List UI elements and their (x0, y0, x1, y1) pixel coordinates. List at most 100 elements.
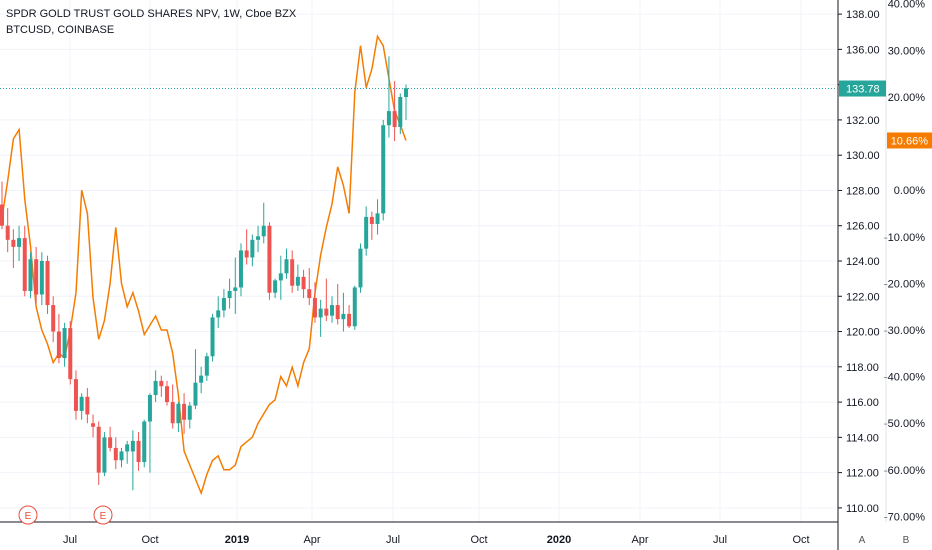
candle (233, 257, 238, 314)
time-tick-label: Jul (386, 534, 400, 546)
earnings-event-marker[interactable]: E (18, 505, 38, 525)
candle (45, 255, 50, 314)
candle (170, 384, 175, 429)
corner-button-b[interactable]: B (903, 535, 910, 546)
percent-tick-label: -60.00% (884, 465, 925, 477)
candle (165, 380, 170, 406)
candle-body (335, 305, 340, 320)
candle (11, 229, 16, 269)
price-tick-label: 130.00 (846, 150, 880, 162)
candle (341, 292, 346, 332)
candle (301, 269, 306, 299)
candle (187, 402, 192, 429)
candle-body (113, 447, 118, 461)
candle (5, 208, 10, 253)
candle (182, 393, 187, 434)
candle (119, 447, 124, 468)
candle-body (68, 328, 73, 380)
compare-line (1, 34, 407, 496)
candle-body (176, 403, 181, 424)
candle-body (352, 287, 357, 327)
candle-body (125, 444, 130, 452)
candle-body (79, 396, 84, 411)
compare-series (1, 34, 407, 496)
candle-body (62, 328, 67, 358)
candlestick-series (0, 56, 408, 491)
candle-body (147, 395, 152, 422)
candle-body (39, 261, 44, 295)
candle (227, 278, 232, 309)
candle (125, 440, 130, 464)
candle (347, 305, 352, 329)
candle-body (261, 225, 266, 237)
candle-body (386, 111, 391, 126)
time-tick-label: Oct (470, 534, 487, 546)
candle-body (227, 290, 232, 299)
candle (256, 225, 261, 253)
earnings-event-marker[interactable]: E (93, 505, 113, 525)
candle-body (312, 298, 317, 318)
time-tick-label: Jul (713, 534, 727, 546)
candle-body (136, 440, 141, 463)
event-label: E (25, 511, 32, 522)
candle-body (375, 213, 380, 224)
candle-body (307, 289, 312, 299)
candle-body (108, 437, 113, 448)
price-tick-label: 112.00 (846, 468, 879, 480)
candle (290, 250, 295, 293)
candle (278, 255, 283, 300)
event-circle (18, 505, 38, 525)
time-tick-label: Oct (792, 534, 809, 546)
candle-body (51, 305, 56, 332)
candle-body (91, 423, 96, 427)
candle (392, 81, 397, 142)
corner-button-a[interactable]: A (859, 535, 866, 546)
price-tick-label: 120.00 (846, 327, 880, 339)
candle (250, 234, 255, 267)
price-tick-label: 136.00 (846, 44, 880, 56)
time-tick-label: 2020 (547, 534, 571, 546)
percent-tick-label: 30.00% (888, 45, 926, 57)
percent-tick-label: -50.00% (884, 418, 925, 430)
candle (352, 285, 357, 330)
event-circle (93, 505, 113, 525)
candle (312, 282, 317, 323)
candle (358, 243, 363, 293)
candle-body (96, 426, 101, 473)
candle (284, 248, 289, 279)
candle-body (5, 225, 10, 240)
candle-body (85, 396, 90, 415)
candle-body (45, 261, 50, 306)
candle-body (347, 313, 352, 327)
candle (68, 320, 73, 385)
candle-body (369, 216, 374, 224)
candle-body (170, 402, 175, 424)
candle (56, 313, 61, 364)
candle (324, 278, 329, 321)
legend-main-symbol[interactable]: SPDR GOLD TRUST GOLD SHARES NPV, 1W, Cbo… (6, 8, 297, 20)
percent-tick-label: -10.00% (884, 232, 925, 244)
candle-body (341, 313, 346, 320)
legend-compare-symbol[interactable]: BTCUSD, COINBASE (6, 24, 115, 36)
time-tick-label: 2019 (225, 534, 249, 546)
candle-body (273, 280, 278, 293)
candle-body (56, 331, 61, 358)
candle (153, 370, 158, 403)
candle (79, 393, 84, 420)
candle (193, 349, 198, 410)
price-badges: 133.78 10.66% (0, 80, 932, 149)
percent-tick-label: -70.00% (884, 511, 925, 523)
candle (318, 299, 323, 337)
candle (91, 414, 96, 438)
candle-body (22, 238, 27, 291)
percent-tick-label: 20.00% (888, 92, 926, 104)
candle-body (358, 248, 363, 288)
price-tick-label: 118.00 (846, 362, 879, 374)
candle (210, 313, 215, 362)
price-badge-text: 133.78 (846, 84, 880, 96)
candle (130, 430, 135, 491)
candle-body (142, 421, 147, 463)
price-badge-bg (839, 80, 886, 97)
